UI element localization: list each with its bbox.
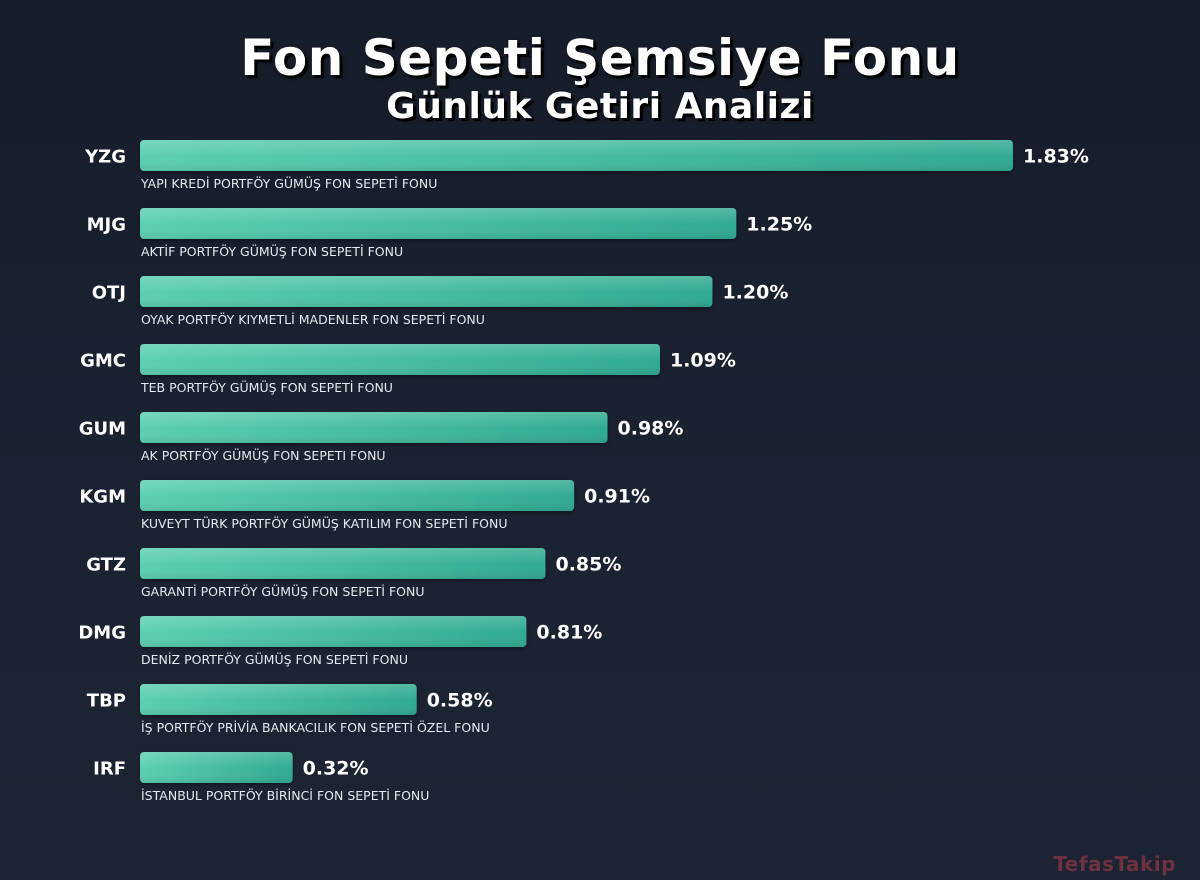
bar-highlight xyxy=(140,548,546,579)
bar-highlight xyxy=(140,344,660,375)
bar-row: OTJ 1.20% OYAK PORTFÖY KIYMETLİ MADENLER F… xyxy=(92,276,788,327)
fund-code-label: GMC xyxy=(80,351,126,372)
value-label: 0.85% xyxy=(555,554,621,576)
fund-name-label: AKTİF PORTFÖY GÜMÜŞ FON SEPETİ FONU xyxy=(141,243,403,259)
value-label: 0.91% xyxy=(584,486,650,508)
fund-code-label: GUM xyxy=(79,419,126,440)
bar-highlight xyxy=(140,412,608,443)
fund-code-label: KGM xyxy=(79,487,126,508)
watermark: TefasTakip xyxy=(1053,852,1176,876)
fund-name-label: YAPI KREDİ PORTFÖY GÜMÜŞ FON SEPETİ FONU xyxy=(140,175,437,191)
fund-name-label: İŞ PORTFÖY PRİVİA BANKACILIK FON SEPETİ … xyxy=(141,719,490,735)
fund-code-label: DMG xyxy=(78,623,126,644)
fund-code-label: GTZ xyxy=(86,555,126,576)
bar-highlight xyxy=(140,480,575,511)
fund-name-label: İSTANBUL PORTFÖY BİRİNCİ FON SEPETİ FONU xyxy=(141,787,429,803)
bars-layer: YZG 1.83% YAPI KREDİ PORTFÖY GÜMÜŞ FON SEP… xyxy=(78,140,1089,803)
value-label: 0.32% xyxy=(303,758,369,780)
bar-row: KGM 0.91% KUVEYT TÜRK PORTFÖY GÜMÜŞ KATILI… xyxy=(79,480,650,531)
value-label: 0.98% xyxy=(618,418,684,440)
value-label: 0.58% xyxy=(427,690,493,712)
value-label: 1.09% xyxy=(670,350,736,372)
fund-name-label: TEB PORTFÖY GÜMÜŞ FON SEPETİ FONU xyxy=(140,379,393,395)
bar-highlight xyxy=(140,752,293,783)
value-label: 1.83% xyxy=(1023,146,1089,168)
fund-code-label: OTJ xyxy=(92,283,126,304)
bar-row: MJG 1.25% AKTİF PORTFÖY GÜMÜŞ FON SEPETİ F… xyxy=(87,208,812,259)
value-label: 1.20% xyxy=(722,282,788,304)
bar-highlight xyxy=(140,684,417,715)
fund-code-label: YZG xyxy=(84,147,126,168)
fund-name-label: OYAK PORTFÖY KIYMETLİ MADENLER FON SEPET… xyxy=(141,311,485,327)
fund-name-label: AK PORTFÖY GÜMÜŞ FON SEPETI FONU xyxy=(141,447,386,463)
bar-highlight xyxy=(140,276,713,307)
bar-row: IRF 0.32% İSTANBUL PORTFÖY BİRİNCİ FON SEP… xyxy=(93,752,429,803)
bar-row: GMC 1.09% TEB PORTFÖY GÜMÜŞ FON SEPETİ FON… xyxy=(80,344,736,395)
bar-row: GUM 0.98% AK PORTFÖY GÜMÜŞ FON SEPETI FONU xyxy=(79,412,684,463)
bar-row: GTZ 0.85% GARANTİ PORTFÖY GÜMÜŞ FON SEPETİ… xyxy=(86,548,621,599)
fund-code-label: IRF xyxy=(93,759,126,780)
fund-code-label: MJG xyxy=(87,215,126,236)
bar-row: TBP 0.58% İŞ PORTFÖY PRİVİA BANKACILIK FON… xyxy=(87,684,493,735)
chart-subtitle: Günlük Getiri Analizi xyxy=(386,86,814,127)
chart-title: Fon Sepeti Şemsiye Fonu xyxy=(240,29,960,87)
bar-highlight xyxy=(140,208,737,239)
value-label: 0.81% xyxy=(536,622,602,644)
fund-code-label: TBP xyxy=(87,691,126,712)
fund-name-label: GARANTİ PORTFÖY GÜMÜŞ FON SEPETİ FONU xyxy=(141,583,424,599)
fund-name-label: KUVEYT TÜRK PORTFÖY GÜMÜŞ KATILIM FON SE… xyxy=(141,515,508,531)
value-label: 1.25% xyxy=(746,214,812,236)
bar-row: YZG 1.83% YAPI KREDİ PORTFÖY GÜMÜŞ FON SEP… xyxy=(84,140,1089,191)
bar-highlight xyxy=(140,140,1013,171)
bar-highlight xyxy=(140,616,527,647)
bar-row: DMG 0.81% DENİZ PORTFÖY GÜMÜŞ FON SEPETİ F… xyxy=(78,616,602,667)
fund-name-label: DENİZ PORTFÖY GÜMÜŞ FON SEPETİ FONU xyxy=(141,651,408,667)
